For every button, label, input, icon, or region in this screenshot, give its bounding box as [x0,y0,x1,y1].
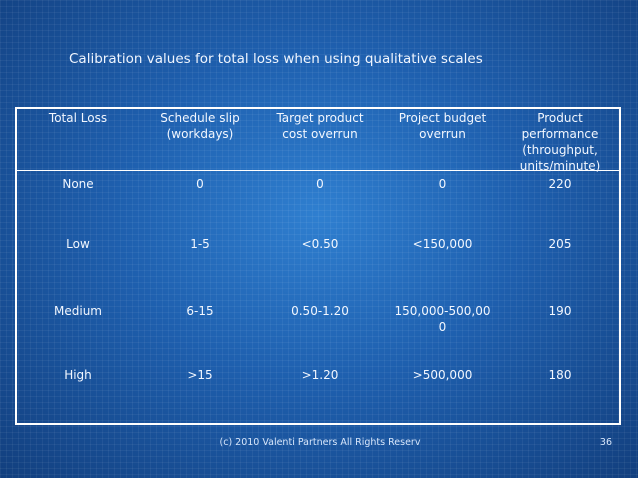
header-line: units/minute) [519,159,601,173]
cell-cost-overrun: 0 [260,176,380,192]
header-target-product-cost: Target product cost overrun [260,110,380,142]
cell-total-loss: Medium [30,303,126,319]
cell-text: 1-5 [190,237,210,251]
cell-performance: 190 [505,303,615,319]
header-line: cost overrun [282,127,358,141]
cell-schedule-slip: 0 [140,176,260,192]
header-total-loss: Total Loss [30,110,126,126]
cell-budget-overrun: <150,000 [385,236,500,252]
header-project-budget: Project budget overrun [385,110,500,142]
header-line: overrun [419,127,466,141]
cell-text: 220 [548,177,572,191]
cell-text: 0 [438,320,447,334]
header-line: Project budget [398,111,487,125]
header-product-performance: Product performance (throughput, units/m… [505,110,615,174]
cell-total-loss: High [30,367,126,383]
cell-budget-overrun: >500,000 [385,367,500,383]
header-line: Target product [276,111,364,125]
cell-cost-overrun: >1.20 [260,367,380,383]
header-line: (throughput, [522,143,598,157]
cell-text: 0 [316,177,324,191]
cell-performance: 220 [505,176,615,192]
header-schedule-slip: Schedule slip (workdays) [140,110,260,142]
cell-schedule-slip: 6-15 [140,303,260,319]
footer-copyright: (c) 2010 Valenti Partners All Rights Res… [219,437,421,448]
cell-text: High [64,368,92,382]
cell-text: >500,000 [412,368,473,382]
cell-text: 6-15 [186,304,214,318]
header-line: (workdays) [166,127,234,141]
cell-text: 0.50-1.20 [291,304,349,318]
cell-total-loss: Low [30,236,126,252]
header-line: Schedule slip [160,111,240,125]
header-divider [15,170,621,171]
header-line: performance [521,127,599,141]
cell-text: 205 [548,237,572,251]
cell-text: 150,000-500,00 [394,304,491,318]
cell-text: 0 [438,177,447,191]
header-line: Product [537,111,583,125]
cell-text: 180 [548,368,572,382]
page-number: 36 [599,437,612,448]
cell-performance: 205 [505,236,615,252]
cell-text: Low [66,237,90,251]
cell-text: <0.50 [301,237,339,251]
calibration-table [15,107,621,425]
cell-schedule-slip: 1-5 [140,236,260,252]
cell-cost-overrun: <0.50 [260,236,380,252]
cell-performance: 180 [505,367,615,383]
slide-title: Calibration values for total loss when u… [69,51,483,67]
cell-total-loss: None [30,176,126,192]
cell-text: >15 [187,368,213,382]
cell-schedule-slip: >15 [140,367,260,383]
cell-budget-overrun: 0 [385,176,500,192]
cell-text: <150,000 [412,237,473,251]
cell-text: None [62,177,94,191]
cell-text: 0 [196,177,204,191]
cell-budget-overrun: 150,000-500,00 0 [385,303,500,335]
cell-text: 190 [548,304,572,318]
cell-cost-overrun: 0.50-1.20 [260,303,380,319]
cell-text: >1.20 [301,368,339,382]
header-line: Total Loss [48,111,108,125]
cell-text: Medium [54,304,102,318]
